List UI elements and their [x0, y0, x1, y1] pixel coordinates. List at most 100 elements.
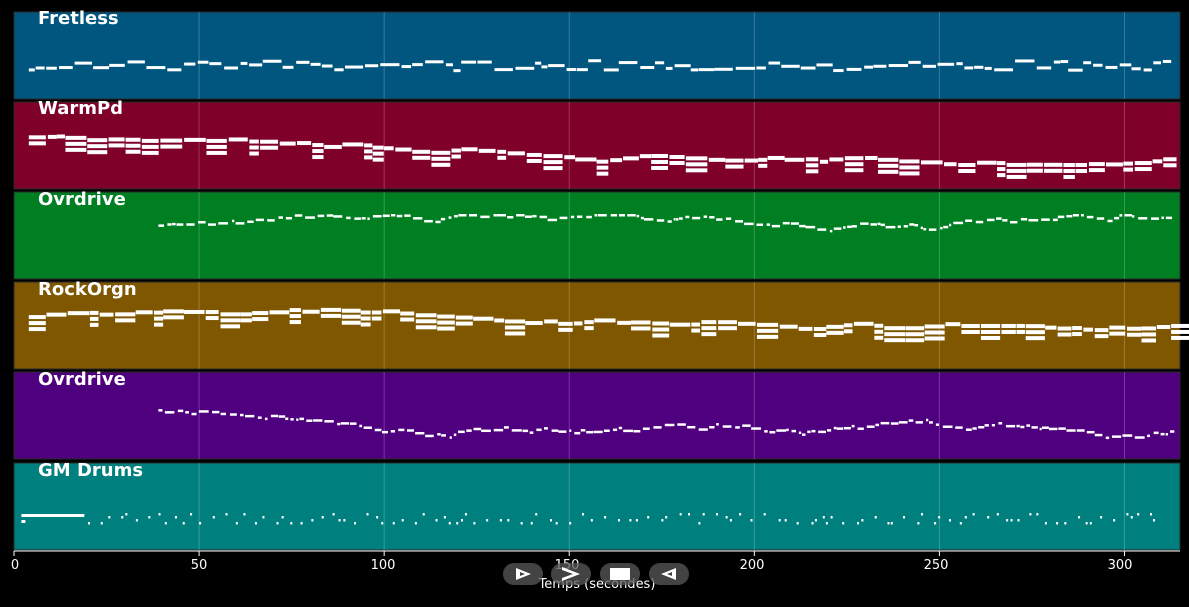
- note: [718, 326, 737, 331]
- note: [367, 217, 370, 220]
- note: [584, 320, 594, 325]
- note: [46, 66, 57, 70]
- note: [424, 219, 433, 223]
- note: [885, 225, 896, 229]
- note: [108, 143, 125, 148]
- note: [1134, 167, 1152, 172]
- note: [776, 429, 787, 432]
- note: [1094, 328, 1109, 333]
- note: [636, 214, 640, 218]
- note: [742, 424, 751, 427]
- note: [312, 155, 324, 160]
- note: [220, 412, 227, 416]
- note: [464, 513, 467, 516]
- note: [829, 157, 844, 162]
- note: [279, 141, 296, 146]
- note: [853, 321, 874, 326]
- note: [28, 315, 46, 320]
- note: [769, 430, 776, 434]
- note: [300, 522, 303, 525]
- note: [1171, 335, 1189, 340]
- note: [473, 316, 494, 321]
- note: [406, 429, 414, 432]
- note: [603, 68, 619, 72]
- fast-forward-button[interactable]: [551, 563, 591, 585]
- note: [47, 134, 57, 139]
- note: [312, 149, 324, 154]
- note: [558, 430, 567, 433]
- note: [709, 216, 715, 219]
- note: [640, 65, 655, 69]
- note: [1161, 216, 1164, 220]
- note: [28, 68, 35, 72]
- note: [1089, 522, 1092, 525]
- note: [431, 156, 451, 161]
- note: [1020, 217, 1028, 221]
- note: [454, 214, 458, 218]
- note: [791, 429, 797, 433]
- note: [468, 214, 478, 217]
- note: [65, 147, 87, 152]
- note: [1127, 326, 1142, 331]
- note: [1107, 219, 1113, 223]
- note: [703, 215, 708, 218]
- note: [878, 157, 899, 162]
- note: [819, 159, 829, 164]
- note: [1137, 513, 1140, 516]
- note: [306, 419, 313, 423]
- x-tick-100: 100: [370, 558, 396, 573]
- note: [493, 428, 504, 432]
- note: [805, 169, 819, 174]
- note: [958, 163, 976, 167]
- note: [1005, 424, 1016, 428]
- note: [1096, 217, 1105, 220]
- note: [158, 513, 161, 516]
- note: [555, 522, 558, 525]
- note: [422, 513, 425, 516]
- note: [708, 157, 726, 162]
- note: [441, 434, 446, 437]
- note: [890, 422, 899, 425]
- note: [920, 160, 943, 165]
- note: [877, 222, 881, 226]
- note: [825, 522, 828, 525]
- note: [549, 519, 552, 522]
- note: [391, 214, 396, 217]
- note: [647, 516, 650, 519]
- note: [642, 427, 650, 430]
- note: [392, 522, 395, 525]
- note: [1045, 325, 1057, 330]
- note: [878, 169, 899, 174]
- note: [1025, 330, 1045, 335]
- note: [998, 422, 1003, 425]
- stop-button[interactable]: [600, 563, 640, 585]
- note: [372, 214, 382, 218]
- note: [507, 519, 510, 522]
- note: [496, 214, 507, 217]
- note: [1026, 168, 1043, 173]
- play-button[interactable]: [503, 563, 543, 585]
- note: [504, 319, 526, 324]
- note: [690, 68, 699, 72]
- note: [1083, 61, 1092, 65]
- note: [903, 516, 906, 519]
- note: [623, 156, 639, 161]
- note: [781, 64, 800, 68]
- rewind-button[interactable]: [649, 563, 689, 585]
- note: [28, 321, 46, 326]
- note: [543, 166, 563, 171]
- note: [786, 428, 789, 432]
- note: [986, 218, 995, 222]
- note: [141, 144, 159, 149]
- note: [1163, 163, 1177, 168]
- note: [744, 158, 759, 163]
- note: [164, 411, 175, 414]
- note: [412, 63, 423, 67]
- note: [372, 157, 384, 162]
- track-panel-2: [13, 191, 1181, 280]
- note: [857, 427, 864, 430]
- note: [1171, 323, 1189, 328]
- note: [826, 429, 832, 432]
- note: [158, 224, 165, 227]
- note: [782, 221, 790, 225]
